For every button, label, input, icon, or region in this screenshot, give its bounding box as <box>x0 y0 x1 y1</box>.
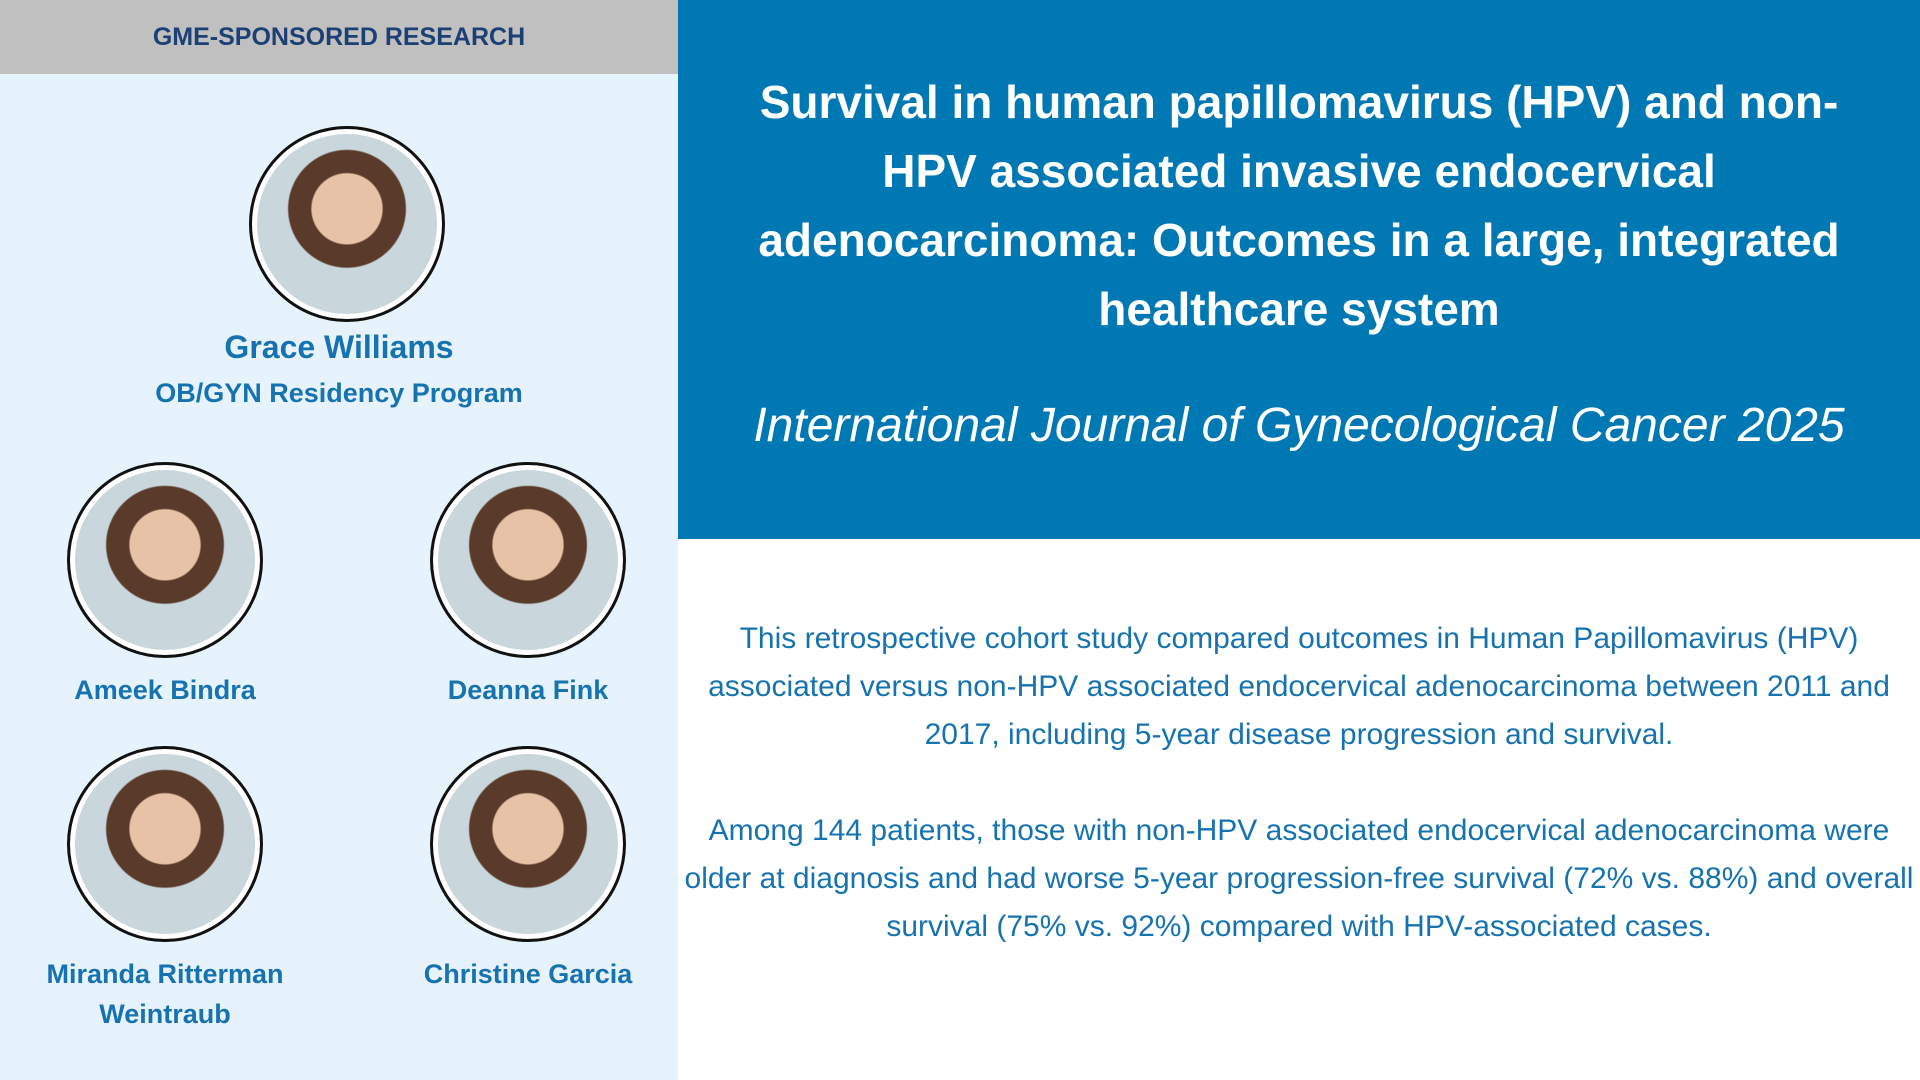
author-photo <box>430 746 626 942</box>
summary-paragraph: This retrospective cohort study compared… <box>708 622 1890 751</box>
journal-name: International Journal of Gynecological C… <box>753 399 1845 452</box>
summary-paragraph: Among 144 patients, those with non-HPV a… <box>684 814 1914 943</box>
author-name: Ameek Bindra <box>74 675 256 705</box>
author-photo <box>67 462 263 658</box>
featured-name: Grace Williams <box>224 329 454 365</box>
featured-program: OB/GYN Residency Program <box>155 378 523 408</box>
author-name: Christine Garcia <box>423 959 633 989</box>
author-name: Deanna Fink <box>447 675 609 705</box>
title-banner <box>678 0 1920 539</box>
section-header: GME-SPONSORED RESEARCH <box>0 0 678 74</box>
article-title: Survival in human papillomavirus (HPV) a… <box>758 76 1840 335</box>
author-photo <box>67 746 263 942</box>
author-name: Miranda Ritterman Weintraub <box>46 959 284 1029</box>
author-photo <box>430 462 626 658</box>
featured-photo <box>249 126 445 322</box>
